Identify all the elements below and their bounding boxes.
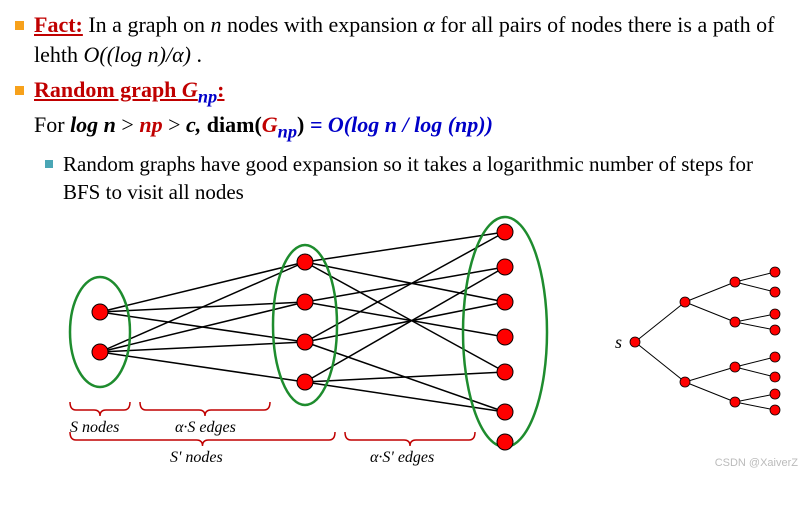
gnp-sub: np — [198, 87, 217, 107]
graph-node — [497, 329, 513, 345]
diam: diam( — [207, 112, 262, 137]
paren: ) — [297, 112, 310, 137]
bullet-marker-teal — [45, 160, 53, 168]
tree-edge — [635, 302, 685, 342]
edge — [305, 232, 505, 262]
tree-edge — [735, 402, 775, 410]
tree-node — [730, 317, 740, 327]
fact-label: Fact: — [34, 12, 83, 37]
text: . — [196, 42, 202, 67]
graph-node — [497, 294, 513, 310]
logn: log n — [70, 112, 116, 137]
graph-node — [297, 334, 313, 350]
brace — [140, 402, 270, 416]
tree-edge — [735, 322, 775, 330]
brace — [70, 402, 130, 416]
tree-edge — [735, 282, 775, 292]
eq-rhs: = O(log n / log (np)) — [310, 112, 493, 137]
tree-node — [770, 389, 780, 399]
expansion-diagram: S nodes α·S edges S' nodes α·S' edges s — [15, 212, 795, 467]
tree-edge — [685, 382, 735, 402]
graph-node — [497, 259, 513, 275]
gt: > — [121, 112, 139, 137]
graph-node — [92, 304, 108, 320]
o-logn-lognp: O(log n / log (np)) — [328, 112, 493, 137]
text: nodes with expansion — [227, 12, 423, 37]
tree-node — [680, 297, 690, 307]
text: For — [34, 112, 70, 137]
gnp-g: G — [262, 112, 278, 137]
tree-node — [770, 309, 780, 319]
edge — [305, 382, 505, 412]
tree-edge — [685, 302, 735, 322]
group-ellipse — [70, 277, 130, 387]
brace-label: S' nodes — [170, 449, 223, 466]
watermark: CSDN @XaiverZ — [715, 456, 798, 471]
graph-node — [497, 224, 513, 240]
tree-edge — [685, 367, 735, 382]
graph-node — [497, 434, 513, 450]
bullet-fact: Fact: In a graph on n nodes with expansi… — [15, 10, 791, 69]
graph-node — [497, 364, 513, 380]
complexity-o: O((log n)/α) — [84, 42, 191, 67]
bullet-random-graph: Random graph Gnp: For log n > np > c, di… — [15, 75, 791, 143]
tree-node — [730, 397, 740, 407]
graph-node — [297, 254, 313, 270]
bullet-rg-body: Random graph Gnp: For log n > np > c, di… — [34, 75, 493, 143]
tree-edge — [735, 314, 775, 322]
brace — [345, 432, 475, 446]
tree-edge — [635, 342, 685, 382]
bullet-fact-text: Fact: In a graph on n nodes with expansi… — [34, 10, 791, 69]
graph-node — [297, 294, 313, 310]
gnp-sub: np — [278, 121, 297, 141]
tree-node — [770, 372, 780, 382]
tree-edge — [735, 394, 775, 402]
gnp: Gnp — [182, 77, 217, 102]
tree-node — [680, 377, 690, 387]
gnp-g: G — [182, 77, 198, 102]
edge — [305, 372, 505, 382]
tree-node — [630, 337, 640, 347]
tree-edge — [685, 282, 735, 302]
var-alpha: α — [423, 12, 435, 37]
tree-node — [770, 267, 780, 277]
tree-node — [770, 405, 780, 415]
sub-bullet-text: Random graphs have good expansion so it … — [63, 150, 791, 207]
brace-label: α·S edges — [175, 419, 236, 436]
var-n: n — [211, 12, 222, 37]
tree-node — [770, 352, 780, 362]
graph-node — [92, 344, 108, 360]
tree-node — [730, 362, 740, 372]
text: In a graph on — [88, 12, 210, 37]
graph-node — [297, 374, 313, 390]
tree-edge — [735, 367, 775, 377]
tree-node — [770, 325, 780, 335]
brace-label: S nodes — [70, 419, 119, 436]
np: np — [139, 112, 162, 137]
random-graph-label: Random graph Gnp: — [34, 77, 225, 102]
tree-node — [770, 287, 780, 297]
bullet-marker-orange — [15, 21, 24, 30]
eq: = — [310, 112, 328, 137]
rg-formula: For log n > np > c, diam(Gnp) = O(log n … — [34, 112, 493, 137]
gt: > — [168, 112, 186, 137]
tree-root-label: s — [615, 332, 622, 352]
colon: : — [217, 77, 224, 102]
tree-edge — [735, 272, 775, 282]
bullet-marker-orange — [15, 86, 24, 95]
sub-bullet-expansion: Random graphs have good expansion so it … — [45, 150, 791, 207]
tree-edge — [735, 357, 775, 367]
c: c, — [186, 112, 207, 137]
brace-label: α·S' edges — [370, 449, 434, 466]
graph-node — [497, 404, 513, 420]
text: Random graph — [34, 77, 182, 102]
tree-node — [730, 277, 740, 287]
